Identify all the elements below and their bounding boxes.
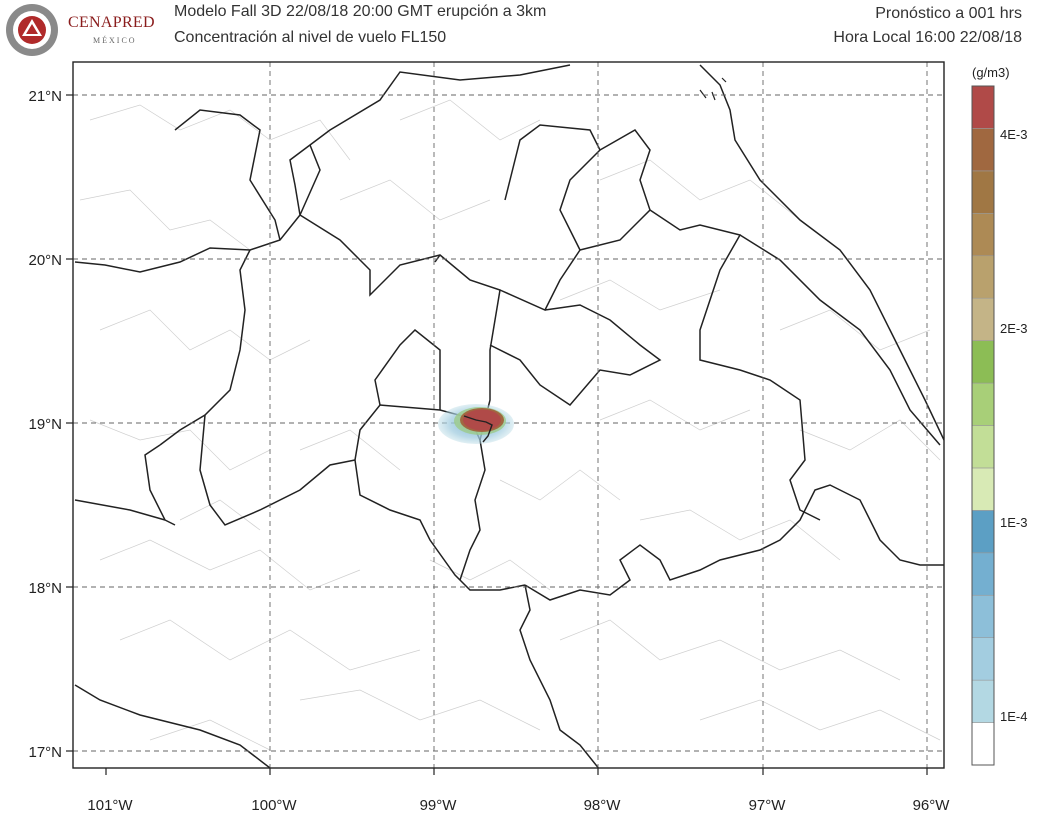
lat-label: 19°N — [28, 416, 62, 433]
lon-label: 99°W — [420, 797, 458, 814]
colorbar-swatch — [971, 128, 995, 172]
lon-label: 96°W — [913, 797, 951, 814]
colorbar-tick-label: 1E-4 — [1000, 709, 1027, 724]
axis-ticks — [66, 94, 928, 775]
gulf-coastline — [699, 64, 944, 441]
municipal-boundaries — [79, 99, 941, 751]
lat-label: 20°N — [28, 252, 62, 269]
colorbar-swatch — [971, 637, 995, 681]
map-content — [73, 62, 944, 768]
coastal-islets — [699, 77, 727, 101]
flight-level-title: Concentración al nivel de vuelo FL150 — [174, 29, 447, 46]
colorbar-swatch — [971, 340, 995, 384]
colorbar-labels: 1E-4 1E-3 2E-3 4E-3 — [1000, 127, 1027, 724]
lon-label: 97°W — [749, 797, 787, 814]
colorbar-swatch — [971, 594, 995, 638]
colorbar-swatch — [971, 552, 995, 596]
longitude-labels: 101°W 100°W 99°W 98°W 97°W 96°W — [87, 797, 950, 814]
latitude-labels: 21°N 20°N 19°N 18°N 17°N — [28, 88, 62, 761]
colorbar-tick-label: 4E-3 — [1000, 127, 1027, 142]
cenapred-emblem-icon — [6, 4, 58, 56]
colorbar-unit: (g/m3) — [972, 65, 1010, 80]
graticule — [73, 62, 944, 768]
model-run-title: Modelo Fall 3D 22/08/18 20:00 GMT erupci… — [174, 3, 547, 20]
colorbar-swatch — [971, 297, 995, 341]
map-frame — [72, 61, 945, 769]
state-boundaries — [74, 64, 944, 768]
colorbar-swatch — [971, 722, 995, 766]
forecast-hour: Pronóstico a 001 hrs — [875, 5, 1022, 22]
colorbar-tick-label: 1E-3 — [1000, 515, 1027, 530]
colorbar-swatch — [971, 213, 995, 257]
local-time: Hora Local 16:00 22/08/18 — [833, 29, 1022, 46]
logo-name: CENAPRED — [68, 14, 155, 31]
colorbar-swatch — [971, 382, 995, 426]
colorbar-swatch — [971, 85, 995, 129]
lat-label: 18°N — [28, 580, 62, 597]
lon-label: 101°W — [87, 797, 133, 814]
plume-core — [463, 409, 501, 431]
lon-label: 98°W — [584, 797, 622, 814]
lon-label: 100°W — [251, 797, 297, 814]
colorbar-swatch — [971, 510, 995, 554]
cenapred-logo: CENAPRED MÉXICO — [0, 0, 170, 60]
lat-label: 17°N — [28, 744, 62, 761]
logo-subtitle: MÉXICO — [93, 36, 137, 45]
lat-label: 21°N — [28, 88, 62, 105]
colorbar-swatch — [971, 679, 995, 723]
colorbar-swatch — [971, 255, 995, 299]
colorbar — [971, 85, 995, 766]
ash-plume — [438, 404, 514, 444]
colorbar-swatch — [971, 170, 995, 214]
colorbar-frame — [971, 85, 995, 766]
colorbar-tick-label: 2E-3 — [1000, 321, 1027, 336]
colorbar-swatch — [971, 425, 995, 469]
colorbar-swatch — [971, 467, 995, 511]
